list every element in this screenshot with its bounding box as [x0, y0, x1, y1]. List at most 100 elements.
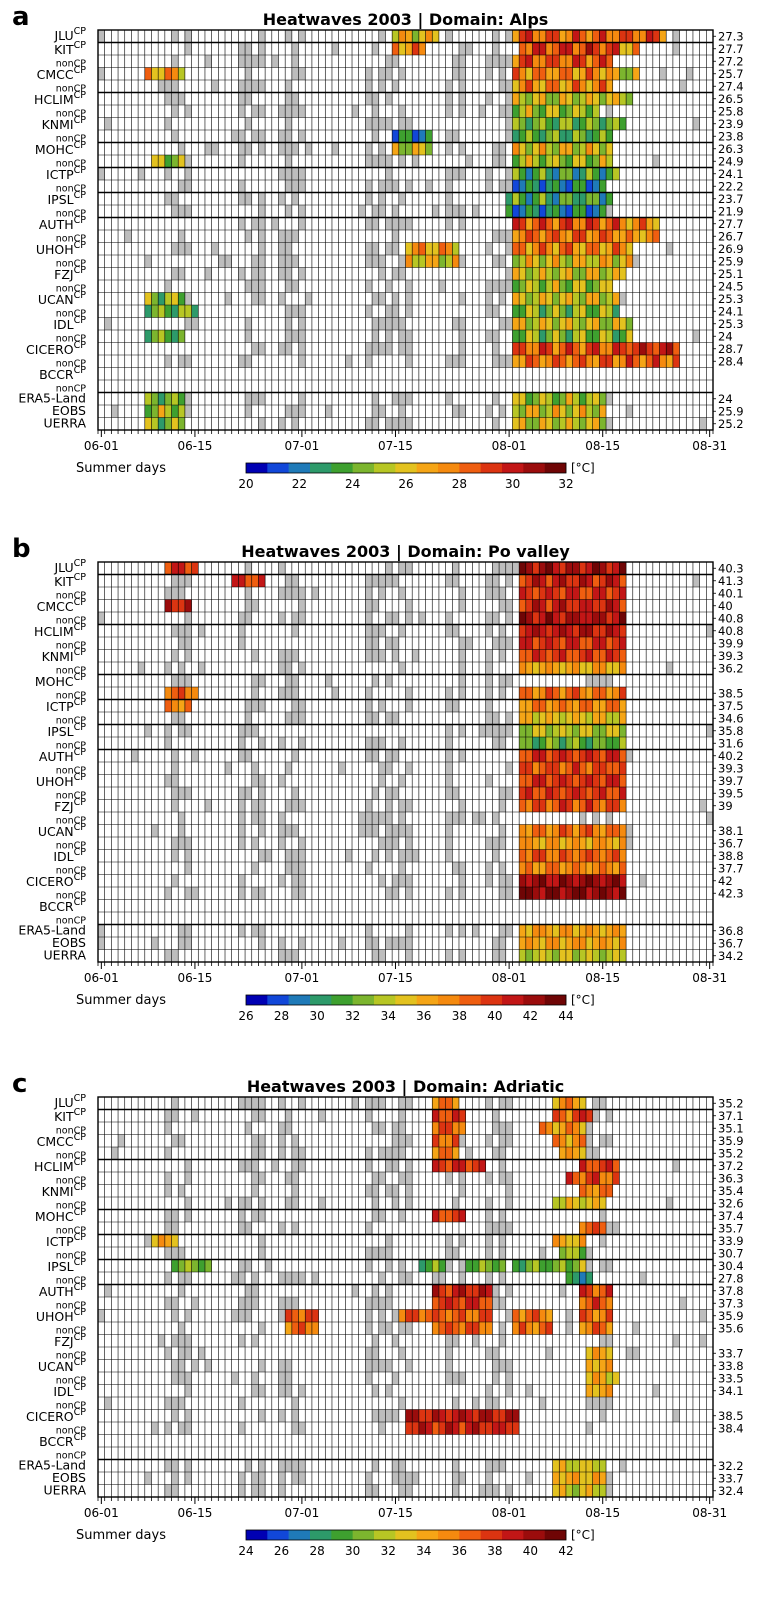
cell-heatwave — [539, 799, 546, 812]
cell-heatwave — [512, 80, 520, 93]
cell-non-heatwave — [245, 1197, 252, 1210]
cell-heatwave — [251, 574, 259, 587]
cell-non-heatwave — [612, 1222, 620, 1235]
cell-non-heatwave — [171, 1484, 179, 1497]
cell-heatwave — [405, 42, 413, 55]
cell-heatwave — [619, 624, 627, 637]
cell-non-heatwave — [499, 874, 506, 887]
cell-heatwave — [171, 155, 179, 168]
cell-heatwave — [592, 217, 600, 230]
cell-heatwave — [519, 305, 526, 318]
cell-heatwave — [632, 217, 640, 230]
cell-heatwave — [585, 1159, 593, 1172]
cell-non-heatwave — [298, 30, 306, 43]
cell-heatwave — [539, 330, 546, 343]
cell-non-heatwave — [251, 217, 259, 230]
cell-non-heatwave — [392, 1147, 399, 1160]
cell-heatwave — [619, 67, 627, 80]
cell-non-heatwave — [365, 217, 373, 230]
cell-heatwave — [572, 874, 580, 887]
cell-heatwave — [619, 317, 627, 330]
cell-heatwave — [552, 849, 560, 862]
cell-heatwave — [178, 292, 185, 305]
cell-heatwave — [619, 599, 627, 612]
cell-heatwave — [525, 417, 533, 430]
cell-heatwave — [532, 267, 540, 280]
cell-non-heatwave — [184, 937, 192, 950]
cell-non-heatwave — [385, 762, 393, 775]
cell-non-heatwave — [245, 1259, 252, 1272]
row-label: JLUCP — [53, 558, 86, 575]
cell-non-heatwave — [392, 1184, 399, 1197]
row-mean-value: 36.2 — [718, 662, 744, 676]
cell-heatwave — [178, 392, 185, 405]
cell-non-heatwave — [184, 1372, 192, 1385]
cell-heatwave — [572, 330, 580, 343]
cell-heatwave — [532, 292, 540, 305]
cell-heatwave — [171, 67, 179, 80]
cell-heatwave — [619, 612, 627, 625]
cell-non-heatwave — [405, 562, 413, 575]
x-axis-title: Summer days — [76, 993, 166, 1008]
cell-heatwave — [592, 280, 600, 293]
cell-heatwave — [559, 1459, 566, 1472]
cell-non-heatwave — [245, 612, 252, 625]
cell-non-heatwave — [452, 1484, 459, 1497]
cell-heatwave — [565, 874, 573, 887]
cell-heatwave — [592, 1384, 600, 1397]
cell-heatwave — [505, 205, 513, 218]
cell-heatwave — [599, 205, 607, 218]
cell-non-heatwave — [505, 637, 513, 650]
cell-non-heatwave — [298, 67, 306, 80]
cell-non-heatwave — [171, 192, 179, 205]
cell-heatwave — [579, 662, 586, 675]
cell-non-heatwave — [385, 417, 393, 430]
cell-heatwave — [532, 280, 540, 293]
cell-heatwave — [579, 649, 586, 662]
cell-heatwave — [565, 1109, 573, 1122]
cell-heatwave — [425, 1409, 433, 1422]
cell-non-heatwave — [365, 92, 373, 105]
cell-non-heatwave — [184, 405, 192, 418]
row-mean-value: 25.9 — [718, 405, 744, 419]
cell-non-heatwave — [298, 1472, 306, 1485]
cell-non-heatwave — [445, 1334, 453, 1347]
cell-non-heatwave — [385, 155, 393, 168]
cell-heatwave — [158, 155, 165, 168]
cell-heatwave — [565, 949, 573, 962]
row-label: UHOHCP — [36, 772, 86, 789]
row-label: BCCRCP — [39, 365, 86, 382]
cell-heatwave — [606, 624, 613, 637]
cell-non-heatwave — [238, 180, 246, 193]
cell-non-heatwave — [505, 1222, 513, 1235]
colorbar-bin — [395, 995, 417, 1005]
cell-heatwave — [572, 1197, 580, 1210]
cell-non-heatwave — [171, 205, 179, 218]
cell-non-heatwave — [445, 1259, 453, 1272]
cell-heatwave — [432, 255, 439, 268]
cell-non-heatwave — [672, 30, 680, 43]
cell-heatwave — [612, 117, 620, 130]
cell-heatwave — [572, 712, 580, 725]
cell-heatwave — [606, 737, 613, 750]
cell-heatwave — [485, 1322, 493, 1335]
cell-non-heatwave — [499, 1172, 506, 1185]
cell-non-heatwave — [438, 280, 446, 293]
x-tick-label: 06-15 — [177, 1506, 212, 1520]
cell-non-heatwave — [445, 812, 453, 825]
row-sublabel: nonCP — [56, 1276, 86, 1287]
cell-non-heatwave — [512, 562, 520, 575]
cell-non-heatwave — [452, 1372, 459, 1385]
x-tick-label: 08-01 — [492, 971, 527, 985]
cell-heatwave — [512, 355, 520, 368]
cell-non-heatwave — [499, 862, 506, 875]
colorbar-bin — [288, 1530, 311, 1540]
cell-non-heatwave — [405, 292, 413, 305]
cell-non-heatwave — [298, 130, 306, 143]
cell-heatwave — [585, 117, 593, 130]
cell-heatwave — [525, 937, 533, 950]
cell-heatwave — [539, 280, 546, 293]
cell-non-heatwave — [164, 1109, 172, 1122]
cell-heatwave — [452, 1322, 459, 1335]
x-tick-label: 06-15 — [177, 439, 212, 453]
